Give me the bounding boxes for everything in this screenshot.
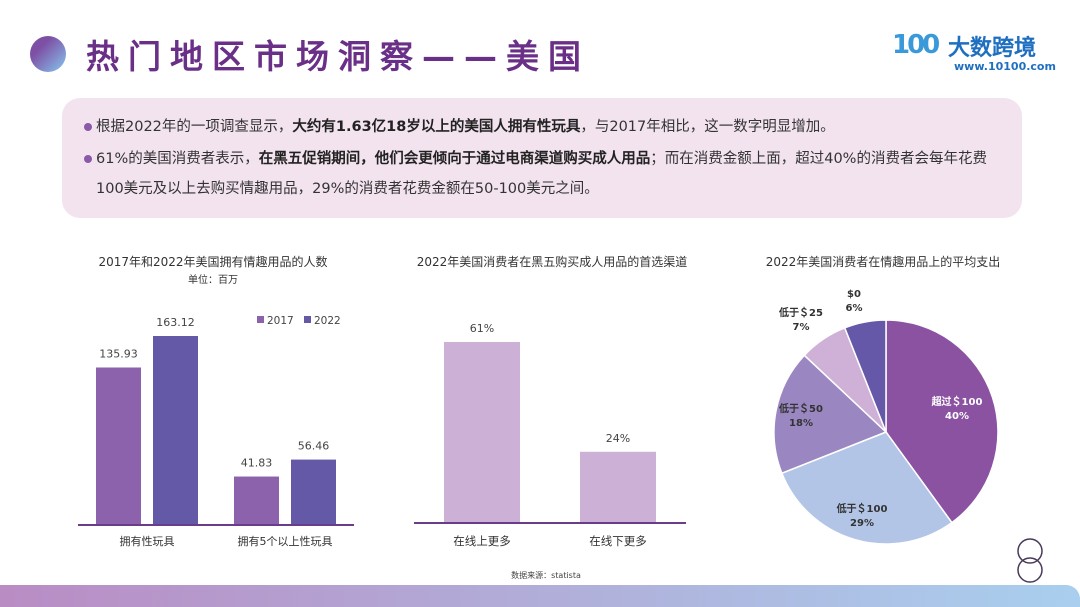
- bullet-2: 61%的美国消费者表示，在黑五促销期间，他们会更倾向于通过电商渠道购买成人用品；…: [84, 144, 1004, 204]
- legend-swatch: [257, 316, 264, 323]
- slice-label: $0: [847, 289, 861, 300]
- text: ，与2017年相比，这一数字明显增加。: [580, 119, 835, 135]
- x-tick-label: 拥有5个以上性玩具: [238, 534, 333, 548]
- bullet-1: 根据2022年的一项调查显示，大约有1.63亿18岁以上的美国人拥有性玩具，与2…: [84, 112, 1004, 142]
- pie-slice: [843, 319, 887, 433]
- bar: [580, 451, 656, 523]
- footer-bar: [0, 585, 1080, 607]
- x-tick-label: 在线上更多: [453, 534, 511, 548]
- text: 根据2022年的一项调查显示，: [96, 119, 293, 135]
- summary-box: 根据2022年的一项调查显示，大约有1.63亿18岁以上的美国人拥有性玩具，与2…: [62, 98, 1022, 218]
- logo-url: www.10100.com: [954, 60, 1056, 73]
- slice-value: 7%: [793, 322, 810, 333]
- chart-subtitle: 单位：百万: [188, 273, 238, 286]
- bar-2022: [291, 459, 336, 525]
- slice-value: 18%: [789, 418, 813, 429]
- data-label: 163.12: [156, 316, 195, 329]
- chart-title: 2017年和2022年美国拥有情趣用品的人数: [98, 254, 327, 269]
- bar-2022: [153, 336, 198, 525]
- logo-mark: 100: [892, 30, 940, 60]
- bar-2017: [96, 367, 141, 525]
- data-label: 41.83: [241, 457, 273, 470]
- legend-swatch: [304, 316, 311, 323]
- text: 61%的美国消费者表示，: [96, 151, 259, 167]
- slice-label: 低于＄50: [778, 402, 823, 415]
- bar-2017: [234, 476, 279, 525]
- pie-slice: [885, 319, 999, 524]
- legend-label: 2017: [267, 315, 294, 327]
- logo-name: 大数跨境: [948, 36, 1037, 61]
- source-note: 数据来源：statista: [511, 570, 581, 580]
- data-label: 135.93: [99, 348, 138, 361]
- data-label: 24%: [606, 432, 630, 445]
- chart-title: 2022年美国消费者在黑五购买成人用品的首选渠道: [417, 254, 688, 269]
- page-number-ring: [1017, 557, 1043, 583]
- legend-label: 2022: [314, 315, 341, 327]
- bar: [444, 342, 520, 523]
- x-tick-label: 拥有性玩具: [120, 534, 175, 548]
- slice-value: 29%: [850, 518, 874, 529]
- data-label: 56.46: [298, 440, 330, 453]
- slice-label: 低于＄100: [836, 502, 888, 515]
- text: ；而在消费金额上面，超过40%的消费者会每年花费100美元及以上去购买情趣用品，…: [96, 151, 987, 197]
- slice-label: 低于＄25: [778, 306, 823, 319]
- page-title: 热门地区市场洞察——美国: [86, 37, 590, 76]
- pie-slice: [780, 431, 953, 545]
- bold-text: 在黑五促销期间，他们会更倾向于通过电商渠道购买成人用品: [258, 151, 651, 167]
- chart-title: 2022年美国消费者在情趣用品上的平均支出: [766, 254, 1001, 269]
- slice-value: 6%: [846, 303, 863, 314]
- data-label: 61%: [470, 322, 494, 335]
- bold-text: 大约有1.63亿18岁以上的美国人拥有性玩具: [292, 119, 581, 135]
- title-bullet-icon: [30, 36, 66, 72]
- x-tick-label: 在线下更多: [589, 534, 647, 548]
- logo: 100 大数跨境 www.10100.com: [892, 30, 1062, 74]
- page-number-ring: [1017, 538, 1043, 564]
- pie-slice: [773, 354, 888, 475]
- slice-label: 超过＄100: [931, 395, 983, 408]
- slice-value: 40%: [945, 411, 969, 422]
